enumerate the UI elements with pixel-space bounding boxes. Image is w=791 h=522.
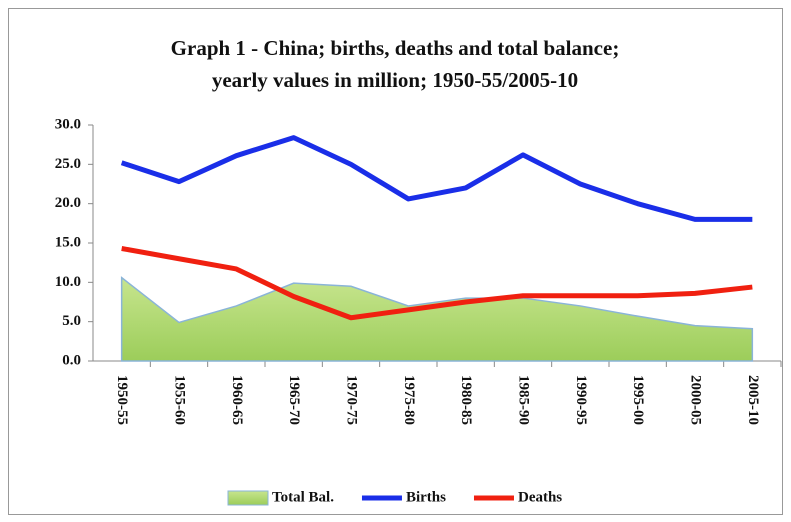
chart-title: Graph 1 - China; births, deaths and tota… (171, 36, 620, 60)
y-tick-label: 25.0 (55, 156, 81, 172)
legend-label: Total Bal. (272, 489, 334, 505)
line (120, 135, 753, 222)
y-tick-label: 30.0 (55, 116, 81, 132)
x-tick-label: 1985-90 (516, 375, 532, 425)
x-tick-label: 1970-75 (344, 375, 360, 425)
x-tick-label: 1980-85 (458, 375, 474, 425)
x-tick-label: 1990-95 (573, 375, 589, 425)
legend-swatch (227, 490, 269, 506)
chart-subtitle: yearly values in million; 1950-55/2005-1… (212, 68, 578, 92)
x-tick-label: 1995-00 (630, 375, 646, 425)
y-tick-label: 15.0 (55, 234, 81, 250)
legend-label: Deaths (518, 489, 562, 505)
x-tick-label: 1950-55 (114, 375, 130, 425)
x-tick-label: 2000-05 (688, 375, 704, 425)
x-tick-label: 2005-10 (745, 375, 761, 425)
y-tick-label: 0.0 (62, 352, 81, 368)
y-tick-label: 5.0 (62, 313, 81, 329)
x-tick-label: 1975-80 (401, 375, 417, 425)
legend-label: Births (406, 489, 446, 505)
x-tick-label: 1965-70 (286, 375, 302, 425)
y-tick-label: 10.0 (55, 274, 81, 290)
x-tick-label: 1960-65 (229, 375, 245, 425)
y-tick-label: 20.0 (55, 195, 81, 211)
chart-border (8, 8, 783, 515)
line (121, 246, 753, 321)
x-tick-label: 1955-60 (172, 375, 188, 425)
